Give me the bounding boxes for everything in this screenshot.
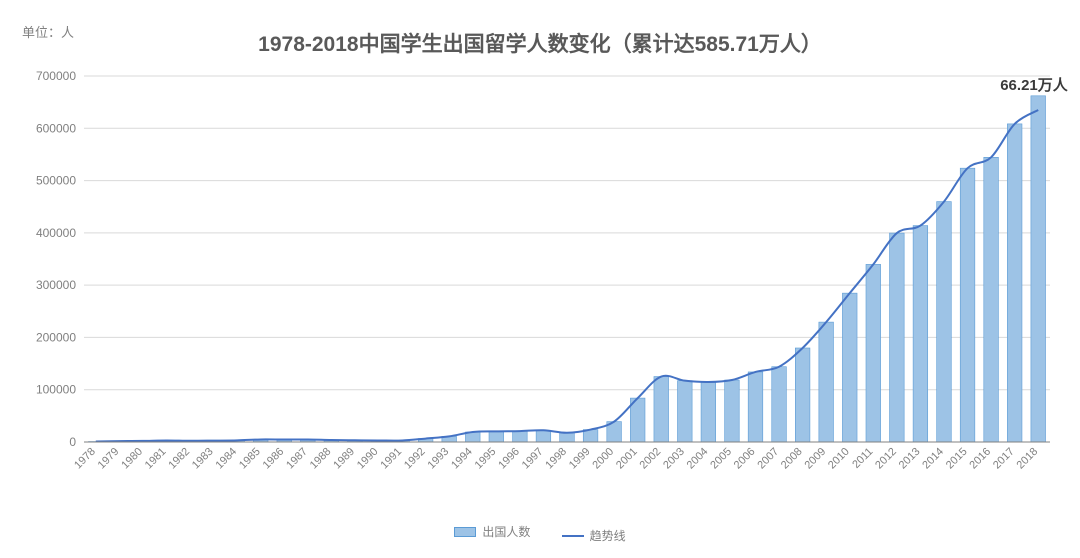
svg-text:2018: 2018 <box>1015 446 1041 472</box>
svg-text:400000: 400000 <box>36 226 76 240</box>
svg-text:2008: 2008 <box>779 446 805 472</box>
svg-text:1993: 1993 <box>426 446 452 472</box>
svg-text:2015: 2015 <box>944 446 970 472</box>
legend-swatch-line <box>562 535 584 537</box>
bar <box>960 168 975 442</box>
bar <box>890 233 905 442</box>
svg-text:2000: 2000 <box>590 446 616 472</box>
svg-text:1987: 1987 <box>284 446 310 472</box>
bar <box>654 377 669 442</box>
bar <box>701 382 716 442</box>
svg-text:1986: 1986 <box>261 446 287 472</box>
svg-text:1996: 1996 <box>496 446 522 472</box>
svg-text:1988: 1988 <box>308 446 334 472</box>
bar <box>1031 96 1046 442</box>
bar <box>913 226 928 442</box>
svg-text:2012: 2012 <box>873 446 899 472</box>
bar <box>489 431 504 442</box>
bar <box>536 430 551 442</box>
svg-text:1982: 1982 <box>166 446 192 472</box>
legend-item-bar: 出国人数 <box>454 523 530 540</box>
svg-text:2017: 2017 <box>991 446 1017 472</box>
svg-text:1983: 1983 <box>190 446 216 472</box>
bar <box>866 264 881 442</box>
svg-text:1981: 1981 <box>143 446 169 472</box>
svg-text:2007: 2007 <box>755 446 781 472</box>
bar <box>772 367 787 442</box>
legend-item-line: 趋势线 <box>562 527 626 544</box>
svg-text:2003: 2003 <box>661 446 687 472</box>
chart-title: 1978-2018中国学生出国留学人数变化（累计达585.71万人） <box>0 28 1080 58</box>
legend-swatch-bar <box>454 527 476 537</box>
svg-text:500000: 500000 <box>36 174 76 188</box>
svg-text:1994: 1994 <box>449 446 475 472</box>
svg-text:2001: 2001 <box>614 446 640 472</box>
bar <box>842 293 857 442</box>
svg-text:2011: 2011 <box>850 446 875 471</box>
bar <box>748 372 763 442</box>
bar <box>513 431 528 442</box>
plot-area: 0100000200000300000400000500000600000700… <box>84 72 1050 482</box>
svg-text:1997: 1997 <box>520 446 546 472</box>
svg-text:300000: 300000 <box>36 278 76 292</box>
bar <box>819 322 834 442</box>
svg-text:1978: 1978 <box>72 446 98 472</box>
bar <box>678 381 693 442</box>
svg-text:0: 0 <box>69 435 76 449</box>
bar <box>725 380 740 442</box>
legend: 出国人数 趋势线 <box>0 523 1080 544</box>
svg-text:1992: 1992 <box>402 446 428 472</box>
svg-text:2006: 2006 <box>732 446 758 472</box>
svg-text:200000: 200000 <box>36 330 76 344</box>
bar <box>937 202 952 442</box>
legend-label-bar: 出国人数 <box>482 523 530 540</box>
bar <box>1007 124 1022 442</box>
legend-label-line: 趋势线 <box>590 527 626 544</box>
svg-text:2010: 2010 <box>826 446 852 472</box>
svg-text:1998: 1998 <box>543 446 569 472</box>
bar <box>984 157 999 442</box>
bar <box>795 348 810 442</box>
svg-text:1990: 1990 <box>355 446 381 472</box>
svg-text:1980: 1980 <box>119 446 145 472</box>
svg-text:100000: 100000 <box>36 383 76 397</box>
svg-text:600000: 600000 <box>36 121 76 135</box>
svg-text:1995: 1995 <box>473 446 499 472</box>
svg-text:2004: 2004 <box>685 446 711 472</box>
svg-text:2002: 2002 <box>638 446 664 472</box>
svg-text:700000: 700000 <box>36 69 76 83</box>
svg-text:2013: 2013 <box>897 446 923 472</box>
svg-text:2009: 2009 <box>802 446 828 472</box>
bar <box>560 433 575 442</box>
svg-text:1999: 1999 <box>567 446 593 472</box>
svg-text:2005: 2005 <box>708 446 734 472</box>
svg-text:2014: 2014 <box>920 446 946 472</box>
svg-text:1985: 1985 <box>237 446 263 472</box>
svg-text:1991: 1991 <box>378 446 404 472</box>
svg-text:1979: 1979 <box>96 446 122 472</box>
svg-text:1989: 1989 <box>331 446 357 472</box>
chart-container: 单位：人 1978-2018中国学生出国留学人数变化（累计达585.71万人） … <box>0 0 1080 558</box>
svg-text:1984: 1984 <box>213 446 239 472</box>
svg-text:2016: 2016 <box>967 446 993 472</box>
